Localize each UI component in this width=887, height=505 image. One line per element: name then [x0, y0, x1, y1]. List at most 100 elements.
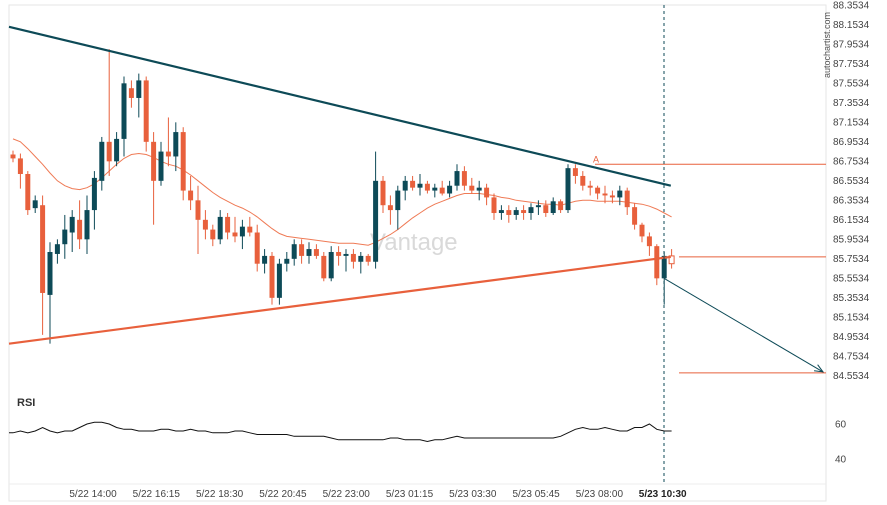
candle-body [543, 205, 549, 214]
pattern-point-label: A [593, 154, 599, 164]
time-tick: 5/23 05:45 [512, 489, 560, 500]
time-tick: 5/22 14:00 [69, 489, 117, 500]
candle-body [106, 141, 112, 162]
candle-body [143, 80, 149, 142]
time-tick: 5/22 16:15 [133, 489, 181, 500]
candle-body [535, 205, 541, 208]
candle-body [498, 210, 504, 214]
candle-body [343, 253, 349, 256]
candle-body [217, 216, 223, 240]
projection-arrowhead [814, 364, 825, 373]
candle-body [151, 141, 157, 181]
candle-body [62, 229, 68, 245]
candle-body [77, 219, 83, 240]
candle-body [380, 180, 386, 206]
candle-body [513, 210, 519, 215]
candle-body [121, 83, 127, 139]
candle-body [32, 200, 38, 209]
candle-body [336, 252, 342, 256]
price-tick: 87.3534 [833, 98, 870, 109]
candle-body [402, 180, 408, 191]
price-tick: 86.9534 [833, 137, 870, 148]
candle-body [91, 177, 97, 211]
price-tick: 84.9534 [833, 332, 870, 343]
price-tick: 86.3534 [833, 196, 870, 207]
candle-body [580, 175, 586, 186]
candle-body [424, 183, 430, 191]
time-tick: 5/22 18:30 [196, 489, 244, 500]
price-tick: 86.1534 [833, 215, 870, 226]
candle-body [239, 226, 245, 237]
rsi-layer [9, 421, 672, 443]
candle-body [668, 255, 675, 265]
candle-body [595, 187, 601, 194]
candle-body [661, 255, 667, 279]
candle-body [173, 132, 179, 157]
candle-body [254, 232, 260, 264]
candle-body [128, 88, 134, 98]
candle-body [247, 226, 253, 233]
time-tick: 5/22 23:00 [323, 489, 371, 500]
price-tick: 88.3534 [833, 1, 870, 12]
candle-body [632, 207, 638, 225]
candle-body [654, 246, 660, 279]
rsi-tick: 40 [835, 455, 847, 466]
candle-body [491, 197, 497, 214]
pattern-layer: A [8, 5, 826, 484]
price-tick: 85.3534 [833, 293, 870, 304]
candle-body [17, 158, 23, 175]
candle-body [232, 232, 238, 237]
price-tick: 86.5534 [833, 176, 870, 187]
candle-body [10, 154, 16, 159]
candle-body [54, 244, 60, 254]
triangle-lower-line [8, 255, 671, 345]
candle-body [565, 168, 571, 211]
candle-body [47, 252, 53, 295]
candle-body [521, 210, 527, 214]
price-tick: 84.7534 [833, 352, 870, 363]
candle-body [321, 255, 327, 279]
candle-body [476, 187, 482, 191]
candle-body [365, 255, 371, 262]
price-axis: 88.3534 88.1534 87.9534 87.7534 87.5534 87.35… [833, 1, 870, 383]
candles-layer [10, 49, 675, 344]
candle-body [165, 151, 171, 157]
candle-body [484, 187, 490, 198]
price-tick: 85.1534 [833, 313, 870, 324]
price-tick: 85.5534 [833, 274, 870, 285]
candle-body [306, 249, 312, 256]
time-tick: 5/23 01:15 [386, 489, 434, 500]
candle-body [572, 168, 578, 176]
candle-body [328, 252, 334, 279]
candle-body [395, 190, 401, 211]
candle-body [262, 255, 268, 264]
price-tick: 87.7534 [833, 59, 870, 70]
candle-body [69, 216, 75, 233]
price-tick: 87.5534 [833, 79, 870, 90]
candle-body [350, 253, 356, 262]
rsi-label: RSI [17, 397, 35, 409]
candle-body [114, 138, 120, 162]
candle-body [646, 236, 652, 247]
candle-body [528, 207, 534, 214]
source-label: autochartist.com [822, 12, 832, 78]
candle-body [602, 193, 608, 196]
candle-body [269, 255, 275, 298]
candle-body [84, 210, 90, 240]
price-tick: 84.5534 [833, 371, 870, 382]
candle-body [158, 151, 164, 181]
candle-body [439, 187, 445, 194]
candle-body [373, 180, 379, 262]
watermark: Vantage [370, 229, 458, 256]
candle-body [417, 183, 423, 188]
candle-body [202, 219, 208, 230]
candle-body [558, 201, 564, 211]
candle-body [587, 185, 593, 188]
candle-body [461, 171, 467, 186]
projection-arrow [663, 277, 824, 373]
candle-body [432, 187, 438, 191]
rsi-axis: 60 40 [835, 420, 847, 466]
price-tick: 86.7534 [833, 157, 870, 168]
time-tick: 5/23 08:00 [576, 489, 624, 500]
